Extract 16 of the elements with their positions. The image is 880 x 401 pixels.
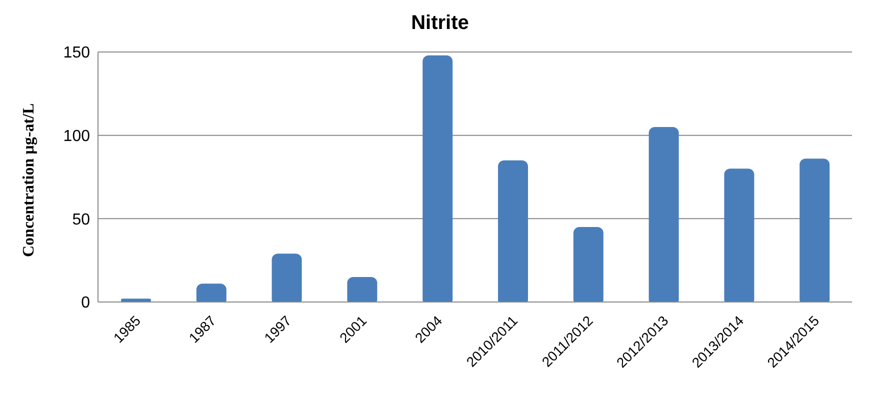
y-tick-label: 150 [63, 44, 90, 62]
bar [724, 168, 754, 302]
y-axis-title: Concentration µg-at/L [20, 103, 38, 257]
chart-title: Nitrite [410, 11, 470, 36]
bar [272, 254, 302, 302]
bar [347, 277, 378, 302]
bar [196, 284, 226, 302]
bar [573, 227, 604, 302]
bar [422, 55, 453, 302]
y-tick-label: 0 [81, 294, 90, 312]
bar [648, 127, 679, 302]
bar [800, 158, 830, 302]
y-tick-label: 50 [72, 211, 90, 228]
y-tick-label: 100 [63, 128, 90, 146]
bar [498, 160, 528, 302]
bar [121, 298, 151, 302]
